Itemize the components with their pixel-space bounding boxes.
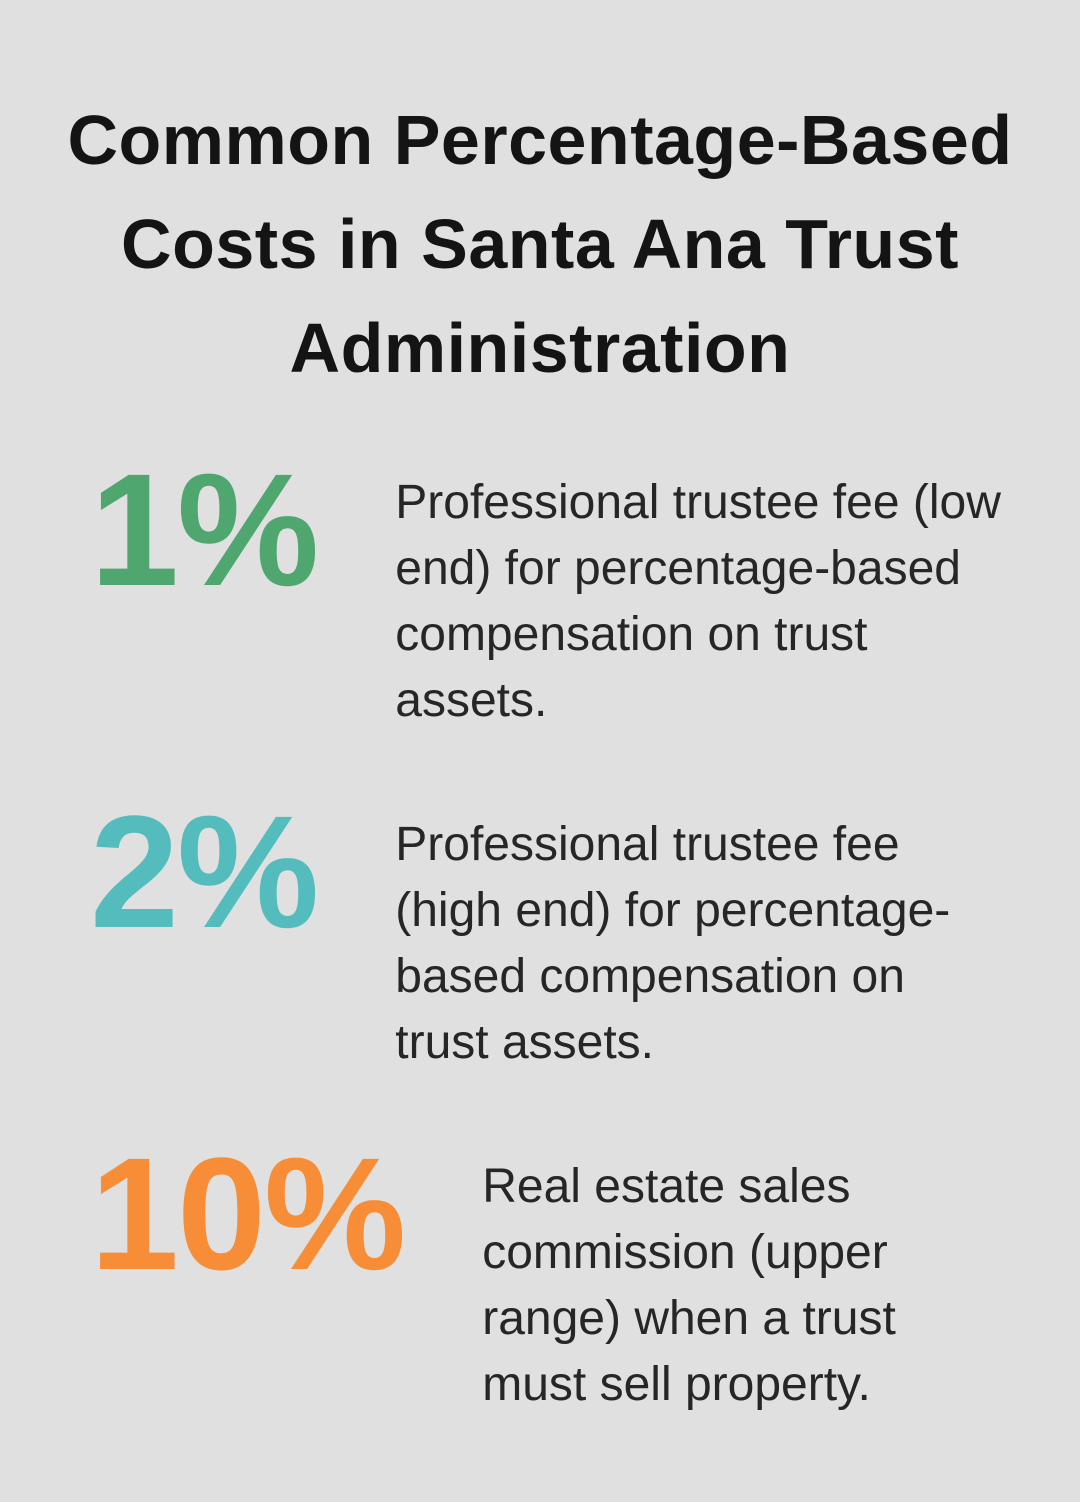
stat-value-orange: 10% (90, 1124, 406, 1303)
stat-description: Professional trustee fee (high end) for … (395, 818, 951, 1069)
stat-description: Real estate sales commission (upper rang… (482, 1160, 896, 1411)
infographic-page: Common Percentage-Based Costs in Santa A… (0, 101, 1080, 1418)
stat-row-1-percent: 1% Professional trustee fee (low end) fo… (90, 440, 1040, 734)
stat-value-teal: 2% (90, 782, 319, 961)
stat-row-2-percent: 2% Professional trustee fee (high end) f… (90, 782, 1040, 1076)
stat-description: Professional trustee fee (low end) for p… (395, 476, 1001, 727)
stat-value-green: 1% (90, 440, 319, 619)
stats-list: 1% Professional trustee fee (low end) fo… (0, 440, 1080, 1418)
page-title: Common Percentage-Based Costs in Santa A… (67, 101, 1013, 387)
stat-row-10-percent: 10% Real estate sales commission (upper … (90, 1124, 1040, 1418)
